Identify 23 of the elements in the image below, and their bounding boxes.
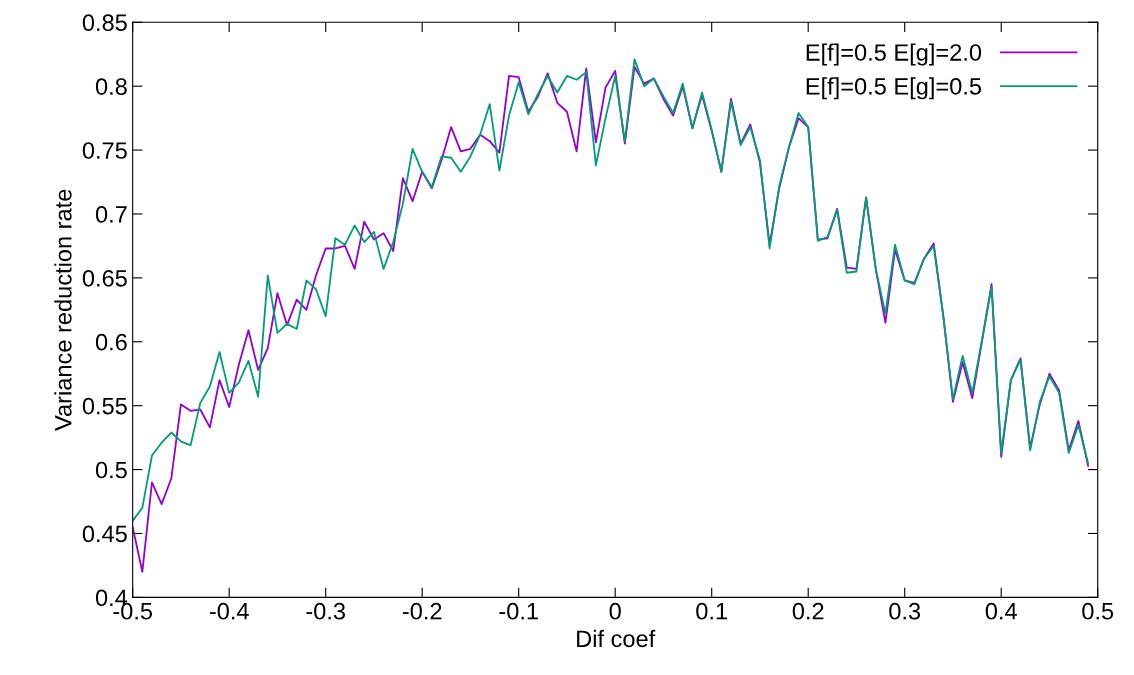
legend-label: E[f]=0.5 E[g]=2.0 (806, 43, 982, 66)
y-tick-label: 0.85 (82, 14, 127, 32)
y-tick-label: 0.7 (95, 206, 127, 223)
x-tick-label: 0.2 (792, 602, 824, 620)
x-tick-label: -0.4 (209, 602, 249, 620)
y-tick-label: 0.45 (82, 525, 127, 543)
y-tick-label: 0.75 (82, 142, 127, 159)
y-tick-label: 0.55 (82, 397, 127, 415)
x-tick-label: 0.5 (1082, 602, 1114, 620)
y-tick-label: 0.8 (95, 78, 127, 95)
x-tick-label: -0.2 (402, 602, 442, 620)
x-tick-label: 0.1 (696, 602, 727, 620)
x-tick-label: -0.3 (306, 602, 345, 620)
y-axis-title: Variance reduction rate (54, 189, 72, 431)
y-tick-label: 0.5 (95, 461, 127, 479)
x-tick-label: 0 (609, 602, 621, 620)
x-tick-label: 0.3 (889, 602, 921, 620)
y-tick-label: 0.6 (95, 333, 127, 351)
x-axis-title: Dif coef (577, 629, 656, 648)
x-tick-label: -0.1 (499, 602, 538, 620)
y-tick-label: 0.65 (82, 269, 127, 287)
x-tick-label: 0.4 (985, 602, 1017, 620)
legend-label: E[f]=0.5 E[g]=0.5 (806, 77, 982, 100)
